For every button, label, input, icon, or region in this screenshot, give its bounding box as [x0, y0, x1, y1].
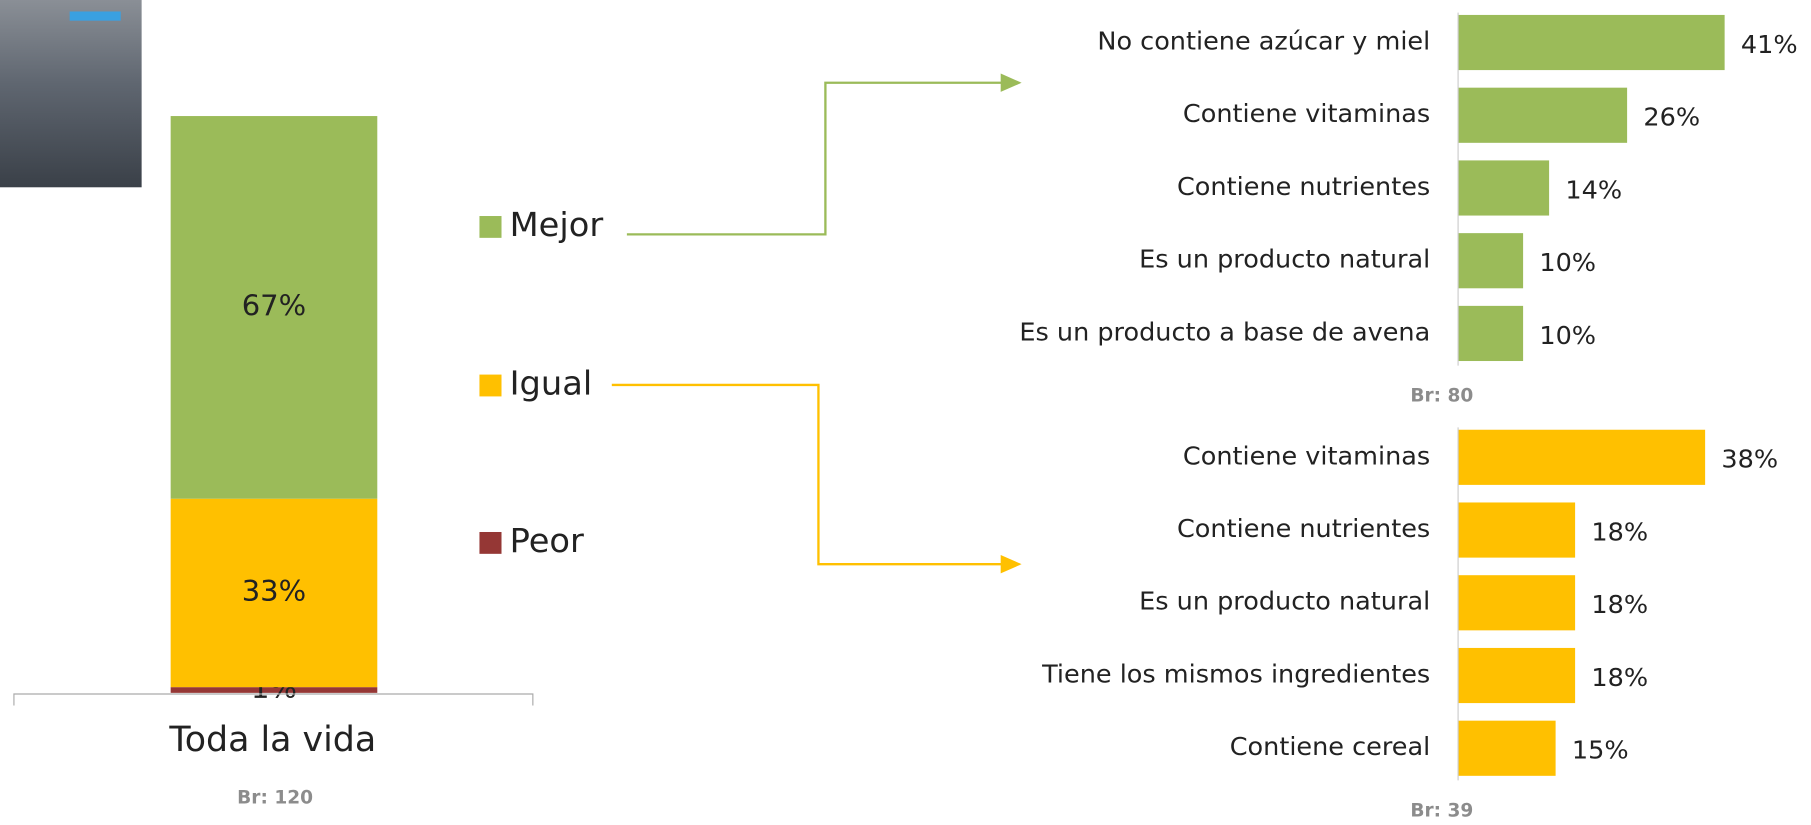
value-label: 14%: [1565, 175, 1622, 205]
category-label: Contiene nutrientes: [1177, 171, 1430, 201]
category-label: No contiene azúcar y miel: [1097, 26, 1430, 56]
legend-swatch: [479, 216, 502, 238]
x-tick-label: Toda la vida: [168, 720, 376, 760]
value-label: 10%: [1539, 247, 1596, 277]
category-label: Contiene nutrientes: [1177, 513, 1430, 543]
category-label: Tiene los mismos ingredientes: [1041, 659, 1430, 689]
value-label: 26%: [1643, 102, 1700, 132]
category-label: Contiene vitaminas: [1183, 98, 1430, 128]
value-label: 67%: [242, 288, 306, 322]
bar-segment: [170, 687, 378, 693]
bar: [1458, 233, 1524, 289]
value-label: 15%: [1572, 735, 1629, 765]
legend-label: Peor: [510, 521, 584, 560]
connector: [611, 383, 1022, 574]
category-label: Contiene vitaminas: [1183, 440, 1430, 470]
bar-segment: [170, 498, 378, 688]
base-note: Br: 120: [237, 788, 313, 809]
value-label: 18%: [1591, 662, 1648, 692]
value-label: 38%: [1721, 444, 1778, 474]
value-label: 41%: [1741, 29, 1798, 59]
bar: [1458, 502, 1576, 558]
legend-label: Mejor: [510, 205, 604, 244]
bar: [1458, 87, 1628, 143]
base-note: Br: 80: [1410, 386, 1473, 407]
thumbnail-detail: [69, 11, 121, 21]
connector: [626, 73, 1022, 236]
base-note: Br: 39: [1410, 800, 1473, 821]
x-axis: [13, 693, 534, 706]
bar: [1458, 305, 1524, 362]
bar: [1458, 575, 1576, 631]
category-label: Es un producto natural: [1139, 586, 1430, 616]
category-label: Es un producto a base de avena: [1019, 317, 1430, 347]
thumbnail-image: [0, 0, 142, 188]
bar: [1458, 160, 1550, 216]
legend-swatch: [479, 531, 502, 554]
value-label: 18%: [1591, 517, 1648, 547]
legend-swatch: [479, 374, 502, 397]
category-label: Contiene cereal: [1230, 731, 1430, 761]
bar: [1458, 14, 1725, 71]
value-label: 10%: [1539, 320, 1596, 350]
bar: [1458, 647, 1576, 704]
category-label: Es un producto natural: [1139, 244, 1430, 274]
value-label: 33%: [242, 574, 306, 608]
bar: [1458, 720, 1556, 776]
legend-label: Igual: [510, 364, 593, 403]
bar-segment: [170, 116, 378, 499]
value-label: 18%: [1591, 589, 1648, 619]
bar: [1458, 429, 1706, 485]
